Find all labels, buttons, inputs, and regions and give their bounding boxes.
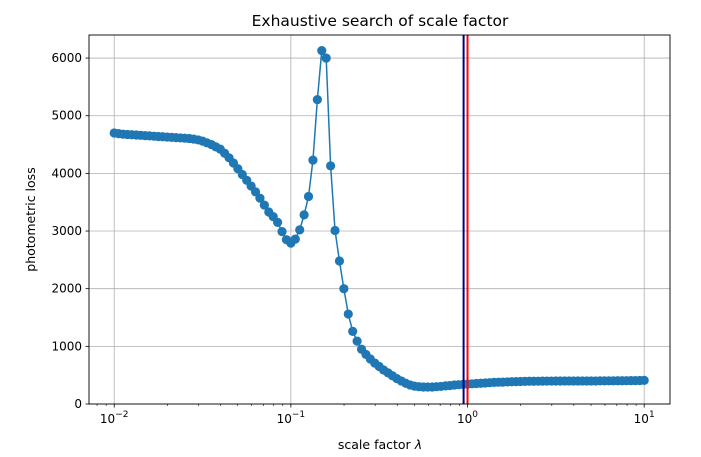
data-point [339, 284, 349, 294]
data-point [290, 234, 300, 244]
y-axis-ticks: 0 1000 2000 3000 4000 5000 6000 [51, 51, 89, 411]
data-point [343, 309, 353, 319]
x-tick-label: 10−2 [100, 410, 129, 426]
data-point [639, 375, 649, 385]
data-point [330, 225, 340, 236]
y-tick-label: 2000 [51, 282, 82, 296]
x-tick-label: 10−1 [277, 410, 306, 426]
data-point [317, 45, 327, 56]
data-point [255, 193, 265, 203]
y-tick-label: 0 [74, 397, 82, 411]
reference-lines [462, 35, 469, 404]
x-axis-label-symbol: λ [414, 437, 422, 452]
y-tick-label: 1000 [51, 339, 82, 353]
data-point [326, 161, 336, 171]
data-point [273, 217, 283, 227]
x-axis-label-text: scale factor [338, 437, 412, 452]
y-tick-label: 5000 [51, 109, 82, 123]
y-tick-label: 4000 [51, 166, 82, 180]
data-point [299, 210, 309, 220]
y-tick-label: 6000 [51, 51, 82, 65]
x-tick-label: 101 [634, 410, 655, 426]
data-point [259, 200, 269, 210]
y-tick-label: 3000 [51, 224, 82, 238]
x-axis-ticks: 10−2 10−1 100 101 [96, 404, 655, 426]
data-point [308, 155, 318, 165]
data-point [303, 191, 314, 202]
chart-title: Exhaustive search of scale factor [252, 12, 509, 30]
x-axis-label: scale factor λ [338, 437, 422, 452]
data-point [295, 225, 305, 235]
y-axis-label: photometric loss [23, 167, 38, 271]
data-point [321, 53, 331, 63]
x-grid [113, 35, 645, 404]
data-point [352, 336, 362, 346]
series-line [114, 48, 645, 388]
plot-frame [88, 34, 671, 405]
series-layer [109, 45, 649, 392]
data-point [348, 326, 358, 336]
data-point [312, 94, 322, 105]
y-grid [89, 57, 670, 405]
data-point [334, 256, 345, 266]
x-tick-label: 100 [457, 410, 478, 426]
data-point [277, 227, 287, 237]
